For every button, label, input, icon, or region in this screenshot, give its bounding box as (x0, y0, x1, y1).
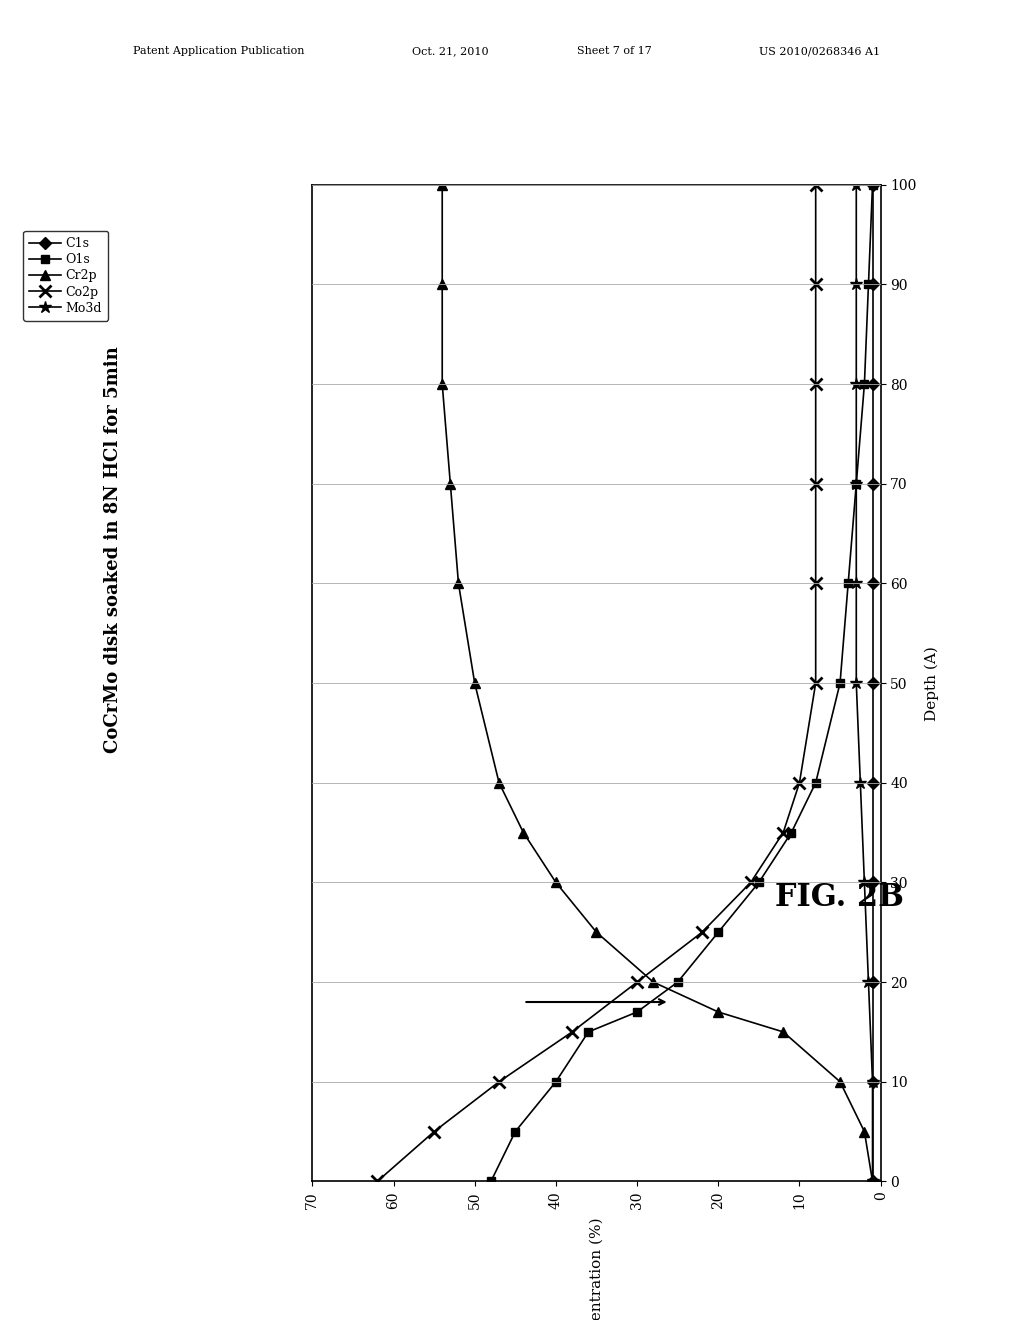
Mo3d (850, 376, 862, 392)
C1s (866, 1074, 879, 1090)
Line: Cr2p: Cr2p (437, 180, 878, 1187)
C1s (866, 675, 879, 690)
Cr2p (469, 675, 481, 690)
Line: Mo3d: Mo3d (850, 178, 879, 1188)
O1s (785, 825, 798, 841)
Cr2p (436, 376, 449, 392)
Text: FIG. 2B: FIG. 2B (775, 882, 904, 913)
Mo3d (850, 675, 862, 690)
Co2p (493, 1074, 505, 1090)
Line: Co2p: Co2p (372, 180, 821, 1187)
O1s (712, 924, 724, 940)
O1s (850, 475, 862, 491)
Co2p (428, 1123, 440, 1139)
C1s (866, 475, 879, 491)
O1s (842, 576, 854, 591)
Cr2p (834, 1074, 846, 1090)
O1s (509, 1123, 521, 1139)
Cr2p (453, 576, 465, 591)
C1s (866, 1173, 879, 1189)
Co2p (777, 825, 790, 841)
Mo3d (858, 874, 870, 890)
X-axis label: Atomic Concentration (%): Atomic Concentration (%) (590, 1217, 603, 1320)
Co2p (744, 874, 757, 890)
O1s (484, 1173, 497, 1189)
O1s (631, 1005, 643, 1020)
Text: Oct. 21, 2010: Oct. 21, 2010 (413, 46, 488, 57)
O1s (583, 1024, 595, 1040)
Co2p (810, 177, 822, 193)
Cr2p (493, 775, 505, 791)
C1s (866, 974, 879, 990)
C1s (866, 177, 879, 193)
Co2p (810, 475, 822, 491)
Co2p (794, 775, 806, 791)
Line: O1s: O1s (486, 181, 877, 1185)
Co2p (810, 376, 822, 392)
O1s (866, 177, 879, 193)
Mo3d (866, 1173, 879, 1189)
Co2p (810, 675, 822, 690)
Cr2p (647, 974, 659, 990)
O1s (858, 376, 870, 392)
C1s (866, 576, 879, 591)
Legend: C1s, O1s, Cr2p, Co2p, Mo3d: C1s, O1s, Cr2p, Co2p, Mo3d (24, 231, 109, 321)
Text: Patent Application Publication: Patent Application Publication (133, 46, 304, 57)
Line: C1s: C1s (868, 181, 877, 1185)
Cr2p (777, 1024, 790, 1040)
C1s (866, 376, 879, 392)
O1s (672, 974, 684, 990)
O1s (834, 675, 846, 690)
Mo3d (850, 277, 862, 293)
Co2p (566, 1024, 579, 1040)
Cr2p (858, 1123, 870, 1139)
O1s (753, 874, 765, 890)
Mo3d (850, 475, 862, 491)
Cr2p (517, 825, 529, 841)
Co2p (810, 576, 822, 591)
Text: US 2010/0268346 A1: US 2010/0268346 A1 (759, 46, 880, 57)
Mo3d (850, 576, 862, 591)
Mo3d (862, 974, 874, 990)
Cr2p (436, 277, 449, 293)
Cr2p (436, 177, 449, 193)
O1s (550, 1074, 562, 1090)
O1s (862, 277, 874, 293)
Mo3d (850, 177, 862, 193)
C1s (866, 874, 879, 890)
Co2p (696, 924, 709, 940)
Text: Sheet 7 of 17: Sheet 7 of 17 (578, 46, 651, 57)
Cr2p (550, 874, 562, 890)
O1s (810, 775, 822, 791)
Text: CoCrMo disk soaked in 8N HCl for 5min: CoCrMo disk soaked in 8N HCl for 5min (103, 346, 122, 752)
C1s (866, 775, 879, 791)
Cr2p (590, 924, 602, 940)
Co2p (810, 277, 822, 293)
Co2p (371, 1173, 383, 1189)
C1s (866, 277, 879, 293)
Co2p (631, 974, 643, 990)
Cr2p (712, 1005, 724, 1020)
Cr2p (866, 1173, 879, 1189)
Cr2p (444, 475, 457, 491)
Mo3d (854, 775, 866, 791)
Y-axis label: Depth (A): Depth (A) (925, 645, 939, 721)
Mo3d (866, 1074, 879, 1090)
